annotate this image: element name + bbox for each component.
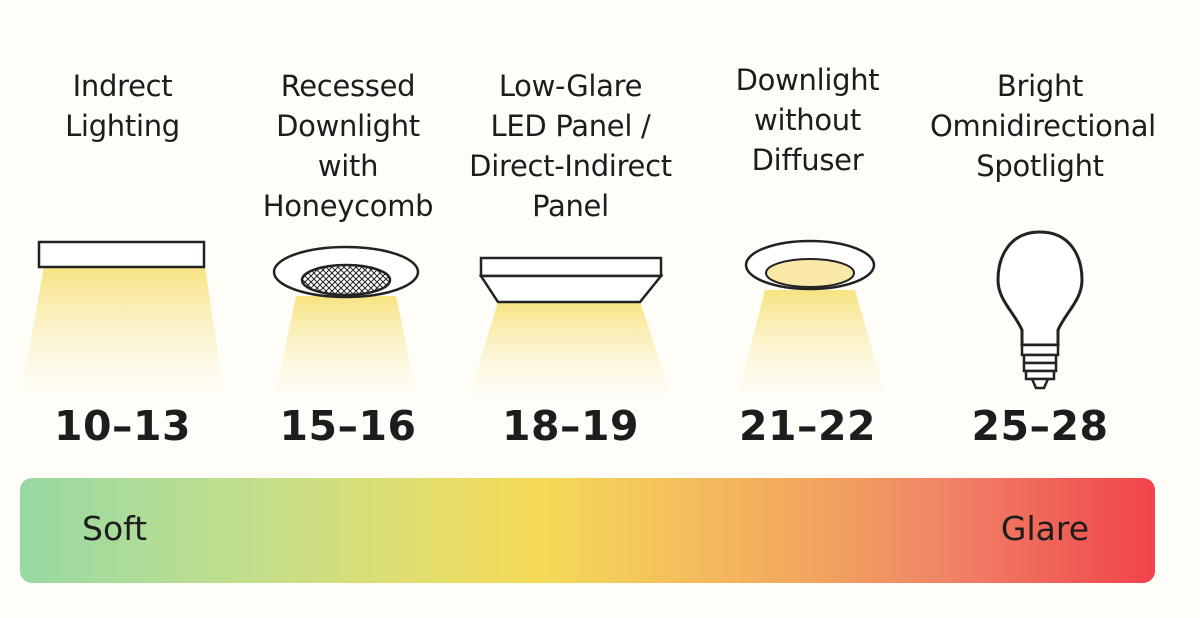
led-panel-icon <box>468 256 673 400</box>
item-indirect-lighting: Indrect Lighting 10–13 <box>20 0 225 460</box>
item-title: Indrect Lighting <box>65 69 180 143</box>
item-title: Recessed Downlight with Honeycomb <box>262 69 434 223</box>
ugr-range: 15–16 <box>279 402 417 450</box>
item-downlight-no-diffuser: Downlight without Diffuser 21–22 <box>705 0 910 460</box>
item-title: Bright Omnidirectional Spotlight <box>930 69 1156 183</box>
item-recessed-downlight: Recessed Downlight with Honeycomb 15–16 <box>248 0 448 460</box>
indirect-lighting-fixture-icon <box>20 240 225 400</box>
ugr-range: 18–19 <box>501 402 640 450</box>
ugr-range: 25–28 <box>971 402 1109 450</box>
item-omnidirectional-spotlight: Bright Omnidirectional Spotlight 25–28 <box>930 0 1156 460</box>
downlight-no-diffuser-icon <box>737 239 887 400</box>
ugr-range: 21–22 <box>738 402 877 450</box>
recessed-honeycomb-downlight-icon <box>272 245 420 400</box>
light-bulb-icon <box>996 230 1084 390</box>
glare-scale-bar: Soft Glare <box>20 478 1155 583</box>
scale-low-label: Soft <box>82 509 148 548</box>
ugr-range: 10–13 <box>53 402 192 450</box>
scale-high-label: Glare <box>1000 509 1089 548</box>
item-led-panel: Low-Glare LED Panel / Direct-Indirect Pa… <box>468 0 673 460</box>
item-title: Downlight without Diffuser <box>735 63 880 177</box>
item-title: Low-Glare LED Panel / Direct-Indirect Pa… <box>469 69 672 223</box>
